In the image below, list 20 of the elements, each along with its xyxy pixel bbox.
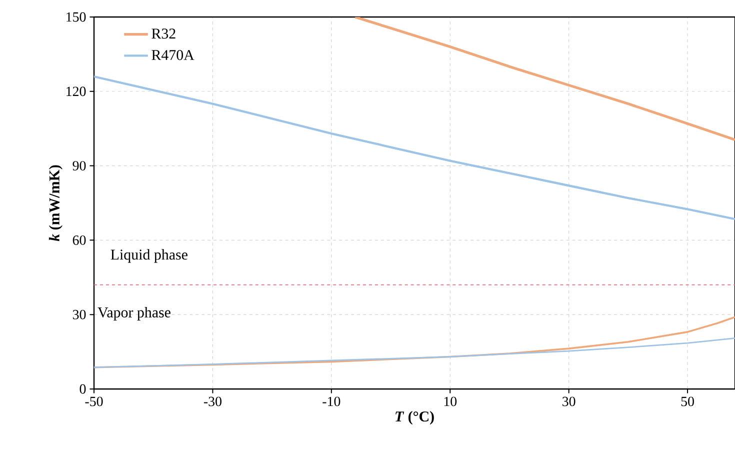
y-tick-label: 150 [66,12,86,22]
line-series [354,16,735,142]
annotation: Liquid phase [110,249,188,263]
y-tick-label: 30 [72,310,86,320]
x-tick-label: -30 [204,396,222,406]
y-tick-label: 90 [72,161,86,170]
annotation: Vapor phase [98,306,170,321]
y-tick-label: 0 [80,384,86,394]
legend-label: R32 [152,28,176,39]
y-tick-label: 120 [66,86,86,96]
x-tick-label: 30 [562,396,576,406]
x-tick-label: 50 [681,396,694,406]
line-series [94,337,735,368]
y-tick-label: 60 [72,235,86,245]
x-tick-label: -50 [85,396,103,406]
legend-label: R470A [152,50,194,60]
x-axis-title: T (°C) [396,411,434,425]
x-tick-label: 10 [444,396,457,406]
x-tick-label: -10 [322,396,340,406]
y-axis-title: k (mW/mK) [48,165,62,242]
